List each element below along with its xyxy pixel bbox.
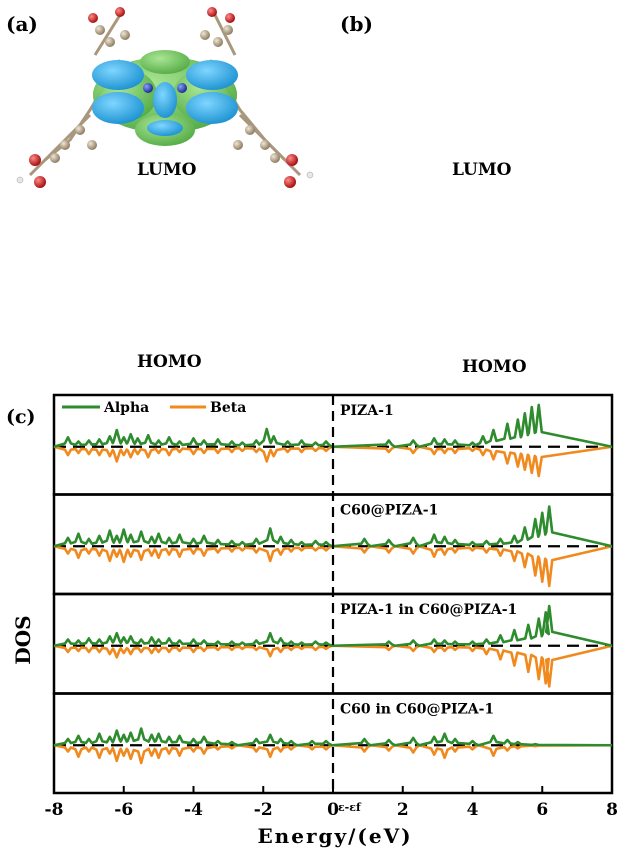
beta-series-4 bbox=[53, 743, 613, 765]
panel-label-c: (c) bbox=[6, 406, 36, 428]
orbital-label-a-homo: HOMO bbox=[137, 352, 202, 372]
orbital-label-a-lumo: LUMO bbox=[137, 160, 197, 180]
alpha-series-1 bbox=[53, 403, 613, 449]
legend-alpha-label: Alpha bbox=[103, 400, 149, 416]
panel-label-b: (b) bbox=[340, 12, 373, 36]
panel-label-a: (a) bbox=[6, 12, 38, 36]
x-tick-label-4: 4 bbox=[467, 800, 479, 820]
orbital-label-b-lumo: LUMO bbox=[452, 160, 512, 180]
alpha-series-4 bbox=[53, 727, 613, 747]
subplot-title-3: PIZA-1 in C60@PIZA-1 bbox=[340, 602, 517, 618]
alpha-series-2 bbox=[53, 505, 613, 548]
x-tick-label--4: -4 bbox=[184, 800, 203, 820]
x-axis-label: Energy/(eV) bbox=[257, 824, 412, 848]
x-tick-label-6: 6 bbox=[536, 800, 548, 820]
subplot-title-2: C60@PIZA-1 bbox=[340, 503, 438, 519]
fermi-label: ε-εf bbox=[338, 801, 362, 814]
beta-series-2 bbox=[53, 544, 613, 588]
x-tick-label-8: 8 bbox=[606, 800, 618, 820]
subplot-title-1: PIZA-1 bbox=[340, 403, 394, 419]
beta-series-1 bbox=[53, 445, 613, 478]
x-tick-label--6: -6 bbox=[114, 800, 133, 820]
beta-series-3 bbox=[53, 644, 613, 688]
subplot-title-4: C60 in C60@PIZA-1 bbox=[340, 702, 494, 718]
legend-beta-label: Beta bbox=[210, 400, 246, 416]
x-tick-label-2: 2 bbox=[397, 800, 409, 820]
alpha-series-3 bbox=[53, 604, 613, 648]
x-tick-label-0: 0 bbox=[327, 800, 339, 820]
x-tick-label--8: -8 bbox=[45, 800, 64, 820]
orbital-figures bbox=[16, 7, 314, 188]
x-tick-label--2: -2 bbox=[254, 800, 273, 820]
orbital-label-b-homo: HOMO bbox=[462, 357, 527, 377]
molecule-a-lumo bbox=[16, 7, 314, 188]
y-axis-label: DOS bbox=[11, 615, 35, 664]
dos-chart: (c) DOS Energy/(eV) PIZA-1 C60@PIZA-1 PIZA… bbox=[6, 393, 618, 848]
